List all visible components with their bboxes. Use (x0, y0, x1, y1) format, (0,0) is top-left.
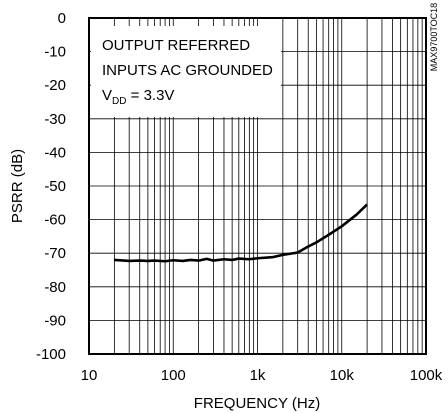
vdd-value: = 3.3V (126, 87, 174, 104)
y-tick-label: -40 (44, 144, 66, 161)
plot-frame (88, 17, 427, 355)
y-tick-label: -100 (36, 346, 66, 363)
x-tick-label: 100k (410, 367, 443, 384)
y-tick-label: -60 (44, 212, 66, 229)
x-tick-label: 10k (330, 367, 355, 384)
y-tick-label: -50 (44, 178, 66, 195)
x-tick-label: 1k (250, 367, 266, 384)
y-tick-label: -80 (44, 279, 66, 296)
psrr-curve (114, 203, 369, 263)
annotation-background (91, 26, 281, 117)
y-axis-ticks: 0 -10 -20 -30 -40 -50 -60 -70 -80 -90 -100 (36, 10, 66, 363)
x-tick-label: 10 (81, 367, 98, 384)
vdd-subscript: DD (112, 96, 126, 107)
vdd-symbol: V (102, 87, 112, 104)
y-tick-label: -30 (44, 111, 66, 128)
x-axis-ticks: 10 100 1k 10k 100k (81, 367, 443, 384)
y-tick-label: -10 (44, 44, 66, 61)
y-tick-label: -20 (44, 77, 66, 94)
annotation-line2: INPUTS AC GROUNDED (102, 62, 273, 79)
annotation-vdd: VDD = 3.3V (102, 87, 174, 107)
figure-code: MAX9700TOC18 (429, 3, 439, 71)
y-tick-label: 0 (58, 10, 66, 27)
annotation-line1: OUTPUT REFERRED (102, 37, 250, 54)
y-tick-label: -70 (44, 245, 66, 262)
y-tick-label: -90 (44, 312, 66, 329)
y-axis-label: PSRR (dB) (9, 149, 26, 223)
x-axis-label: FREQUENCY (Hz) (194, 395, 320, 412)
x-tick-label: 100 (161, 367, 186, 384)
